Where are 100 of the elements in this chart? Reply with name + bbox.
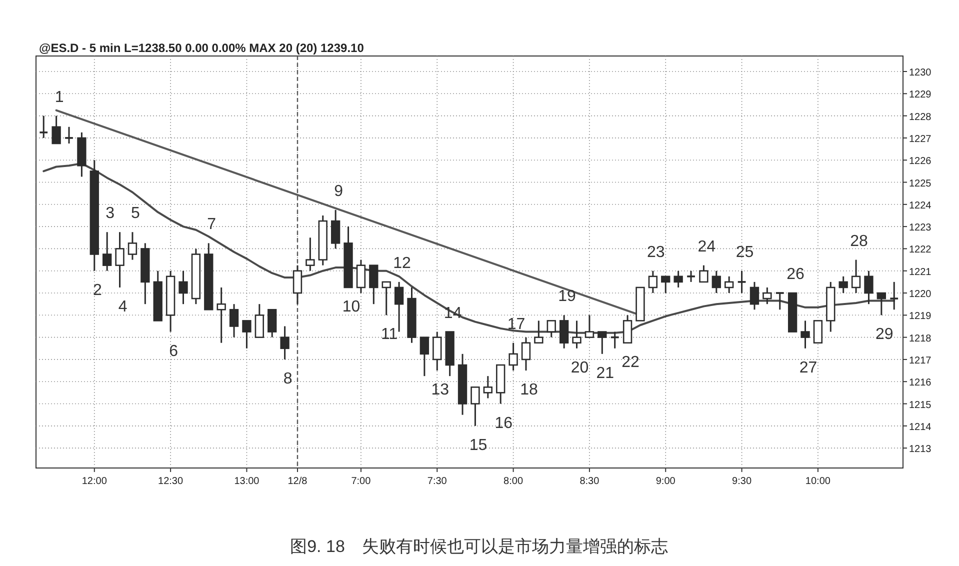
candlestick [369, 264, 378, 305]
candlestick [813, 320, 823, 344]
candlestick [280, 325, 290, 360]
x-tick-label: 9:00 [656, 476, 676, 487]
y-tick-label: 1215 [909, 400, 932, 411]
candlestick [64, 126, 74, 144]
candlestick [750, 281, 760, 310]
candlestick [382, 281, 391, 316]
candlestick [724, 276, 734, 294]
y-tick-label: 1214 [909, 422, 932, 433]
candlestick [851, 259, 861, 294]
candlestick [115, 231, 124, 288]
text: 28 [850, 232, 868, 250]
y-tick-label: 1221 [909, 266, 932, 278]
candlestick [470, 386, 480, 427]
candlestick [622, 314, 632, 344]
x-tick-label: 8:00 [504, 476, 524, 487]
candlestick [508, 342, 518, 372]
candlestick [432, 331, 442, 372]
candlestick [699, 264, 708, 283]
text: 13 [431, 382, 450, 399]
text: 1 [54, 88, 64, 106]
y-tick-label: 1226 [909, 156, 932, 168]
x-tick-label: 12:30 [158, 476, 184, 487]
candlestick [292, 264, 302, 305]
candlestick [306, 236, 315, 272]
candlestick [661, 276, 670, 294]
y-tick-label: 1223 [909, 222, 932, 234]
candlestick [864, 270, 874, 305]
text: 6 [169, 342, 178, 360]
text: 22 [622, 354, 640, 371]
y-tick-label: 1218 [909, 333, 932, 344]
text: 10 [342, 298, 360, 316]
y-tick-label: 1217 [909, 355, 932, 366]
text: 9 [334, 182, 344, 200]
text: 15 [469, 436, 488, 454]
candlestick [420, 336, 430, 377]
text: 26 [786, 266, 804, 284]
candlestick [686, 270, 696, 283]
text: 5 [131, 205, 140, 222]
candlestick [483, 375, 492, 399]
y-tick-label: 1230 [909, 68, 932, 79]
text: 4 [118, 298, 128, 316]
x-tick-label: 13:00 [234, 476, 260, 487]
candlestick [102, 231, 112, 272]
x-tick-label: 12/8 [288, 476, 308, 487]
candlestick [242, 320, 252, 350]
y-tick-label: 1228 [909, 112, 932, 123]
text: 3 [106, 205, 115, 222]
text: 27 [799, 359, 818, 376]
text: 19 [558, 288, 576, 306]
x-tick-label: 10:00 [805, 476, 831, 487]
candlestick [889, 281, 899, 310]
text: 2 [92, 282, 102, 299]
candlestick [559, 314, 569, 350]
y-tick-label: 1219 [909, 311, 932, 322]
text: 12 [393, 254, 411, 272]
candlestick [775, 292, 785, 310]
text: 图9. 18 失败有时候也可以是市场力量增强的标志 [290, 537, 668, 556]
candlestick [229, 303, 239, 338]
candlestick [838, 276, 848, 294]
text: 29 [876, 326, 894, 344]
text: 7 [207, 216, 216, 234]
chart-subtitle: @ES.D - 5 min L=1238.50 0.00 0.00% MAX 20 (20) 1239.10 [39, 41, 364, 55]
candlestick [584, 314, 594, 338]
x-tick-label: 7:30 [427, 476, 448, 487]
candlestick [254, 303, 264, 338]
x-tick-label: 9:30 [732, 476, 752, 487]
x-tick-label: 8:30 [580, 476, 600, 487]
text: 20 [570, 359, 589, 376]
text: 25 [736, 244, 754, 261]
y-tick-label: 1213 [909, 444, 932, 456]
candlestick [876, 292, 886, 316]
candlestick [521, 336, 531, 372]
candlestick [268, 308, 277, 338]
candlestick [648, 270, 658, 294]
candlestick [736, 270, 747, 294]
candlestick [52, 115, 61, 144]
candlestick [598, 331, 607, 355]
text: 21 [596, 364, 614, 382]
y-tick-label: 1222 [909, 244, 932, 256]
y-tick-label: 1220 [909, 289, 932, 300]
text: 24 [698, 238, 716, 256]
x-tick-label: 12:00 [82, 476, 108, 487]
text: 11 [381, 326, 398, 344]
candlestick [128, 231, 138, 261]
candlestick [762, 286, 772, 305]
candlestick [356, 259, 366, 294]
text: 17 [507, 316, 526, 333]
y-tick-label: 1227 [909, 134, 932, 145]
candlestick [216, 286, 226, 344]
candlestick [546, 320, 556, 338]
text: 18 [520, 382, 538, 399]
candlestick [572, 320, 582, 350]
candlestick [178, 270, 188, 305]
candlestick [674, 270, 683, 288]
x-tick-label: 7:00 [351, 476, 372, 487]
candlestick [330, 209, 340, 250]
text: 23 [647, 244, 665, 261]
text: 16 [494, 414, 512, 432]
